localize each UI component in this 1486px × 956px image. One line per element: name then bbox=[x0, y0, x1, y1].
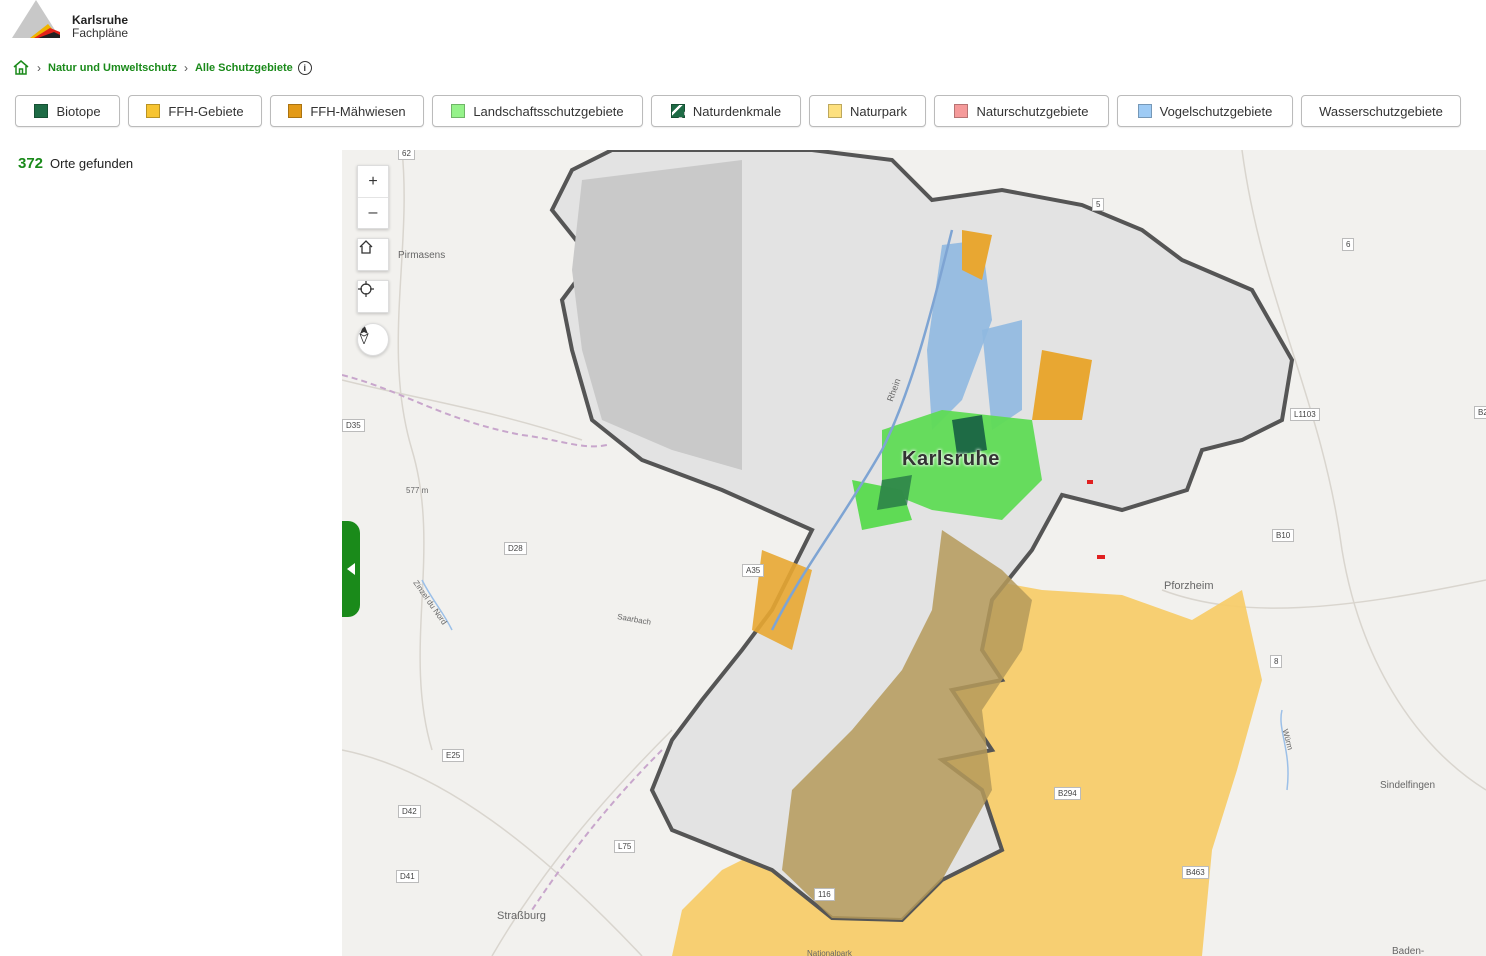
breadcrumb-current: Alle Schutzgebiete bbox=[194, 62, 293, 74]
chevron-right-icon: › bbox=[37, 61, 41, 75]
nsg-swatch-icon bbox=[954, 104, 969, 118]
filter-label: FFH-Mähwiesen bbox=[310, 103, 406, 119]
results-summary: 372 Orte gefunden bbox=[18, 155, 133, 172]
filter-naturschutzgebiete[interactable]: Naturschutzgebiete bbox=[934, 95, 1109, 127]
road-label: L75 bbox=[614, 840, 636, 853]
road-label: 62 bbox=[398, 150, 415, 160]
map-label-pirmasens: Pirmasens bbox=[398, 250, 446, 261]
home-extent-control bbox=[357, 238, 389, 271]
filter-wasserschutzgebiete[interactable]: Wasserschutzgebiete bbox=[1301, 95, 1461, 127]
road-label: B463 bbox=[1182, 866, 1209, 879]
vogelschutz-swatch-icon bbox=[1137, 104, 1152, 118]
breadcrumb: › Natur und Umweltschutz › Alle Schutzge… bbox=[12, 58, 312, 78]
results-label: Orte gefunden bbox=[50, 156, 134, 171]
road-label: D41 bbox=[396, 870, 419, 883]
map-label-baden: Baden- bbox=[1392, 946, 1425, 956]
results-count: 372 bbox=[18, 155, 44, 172]
home-icon bbox=[359, 240, 373, 254]
map-label-sindelfingen: Sindelfingen bbox=[1380, 780, 1436, 791]
road-label: D35 bbox=[342, 419, 365, 432]
filter-ffh-maehwiesen[interactable]: FFH-Mähwiesen bbox=[270, 95, 424, 127]
filter-label: FFH-Gebiete bbox=[168, 103, 244, 119]
logo-icon bbox=[12, 0, 60, 38]
map-label-pforzheim: Pforzheim bbox=[1164, 580, 1214, 592]
info-icon[interactable]: i bbox=[297, 61, 312, 75]
filter-vogelschutzgebiete[interactable]: Vogelschutzgebiete bbox=[1117, 95, 1293, 127]
filter-label: Landschaftsschutzgebiete bbox=[473, 103, 624, 119]
filter-label: Naturschutzgebiete bbox=[976, 103, 1089, 119]
filter-label: Vogelschutzgebiete bbox=[1159, 103, 1273, 119]
chevron-left-icon bbox=[347, 563, 355, 575]
compass-icon bbox=[359, 324, 369, 344]
road-label: B2 bbox=[1474, 406, 1486, 419]
naturdenkmal-swatch-icon bbox=[670, 104, 685, 118]
road-label: D28 bbox=[504, 542, 527, 555]
filter-naturpark[interactable]: Naturpark bbox=[809, 95, 926, 127]
zoom-control: + – bbox=[357, 165, 389, 229]
lsg-swatch-icon bbox=[451, 104, 466, 118]
home-extent-button[interactable] bbox=[358, 239, 388, 270]
filter-landschaftsschutzgebiete[interactable]: Landschaftsschutzgebiete bbox=[432, 95, 643, 127]
filter-label: Biotope bbox=[56, 103, 101, 119]
road-label: 116 bbox=[814, 888, 835, 901]
road-label: A35 bbox=[742, 564, 765, 577]
map-view[interactable]: + – Karlsruhe Pirmasens Pforzheim Straßb… bbox=[342, 150, 1486, 956]
compass-button[interactable] bbox=[358, 324, 388, 355]
compass-control bbox=[357, 323, 389, 356]
filter-label: Wasserschutzgebiete bbox=[1319, 103, 1443, 119]
filter-naturdenkmale[interactable]: Naturdenkmale bbox=[651, 95, 801, 127]
app-logo[interactable]: Karlsruhe Fachpläne bbox=[10, 0, 130, 42]
chevron-right-icon: › bbox=[183, 61, 188, 75]
locate-button[interactable] bbox=[358, 281, 388, 312]
road-label: D42 bbox=[398, 805, 421, 818]
maehwiesen-swatch-icon bbox=[288, 104, 303, 118]
ffh-swatch-icon bbox=[146, 104, 161, 118]
filter-biotope[interactable]: Biotope bbox=[15, 95, 120, 127]
zoom-in-button[interactable]: + bbox=[368, 172, 378, 190]
map-label-nationalpark: Nationalpark bbox=[807, 949, 852, 956]
app-header: Karlsruhe Fachpläne bbox=[0, 0, 1486, 50]
map-canvas[interactable] bbox=[342, 150, 1486, 956]
road-label: E25 bbox=[442, 749, 465, 762]
naturpark-swatch-icon bbox=[827, 104, 842, 118]
filter-label: Naturdenkmale bbox=[692, 103, 782, 119]
app-title-line1: Karlsruhe bbox=[72, 13, 129, 27]
road-label: 8 bbox=[1270, 655, 1283, 668]
map-label-elevation: 577 m bbox=[406, 486, 429, 495]
road-label: 5 bbox=[1092, 198, 1105, 211]
biotope-swatch-icon bbox=[34, 104, 49, 118]
breadcrumb-natur-link[interactable]: Natur und Umweltschutz bbox=[48, 62, 177, 74]
road-label: 6 bbox=[1342, 238, 1355, 251]
locate-control bbox=[357, 280, 389, 313]
road-label: B10 bbox=[1272, 529, 1295, 542]
filter-label: Naturpark bbox=[849, 103, 908, 119]
crosshair-icon bbox=[358, 281, 374, 297]
sidebar-toggle-button[interactable] bbox=[342, 521, 360, 617]
filter-ffh-gebiete[interactable]: FFH-Gebiete bbox=[128, 95, 262, 127]
road-label: B294 bbox=[1054, 787, 1081, 800]
app-title-line2: Fachpläne bbox=[72, 26, 129, 40]
home-icon[interactable] bbox=[12, 59, 30, 78]
road-label: L1103 bbox=[1290, 408, 1320, 421]
map-label-strassburg: Straßburg bbox=[497, 910, 546, 922]
zoom-out-button[interactable]: – bbox=[358, 197, 388, 228]
map-label-karlsruhe: Karlsruhe bbox=[902, 448, 1000, 470]
